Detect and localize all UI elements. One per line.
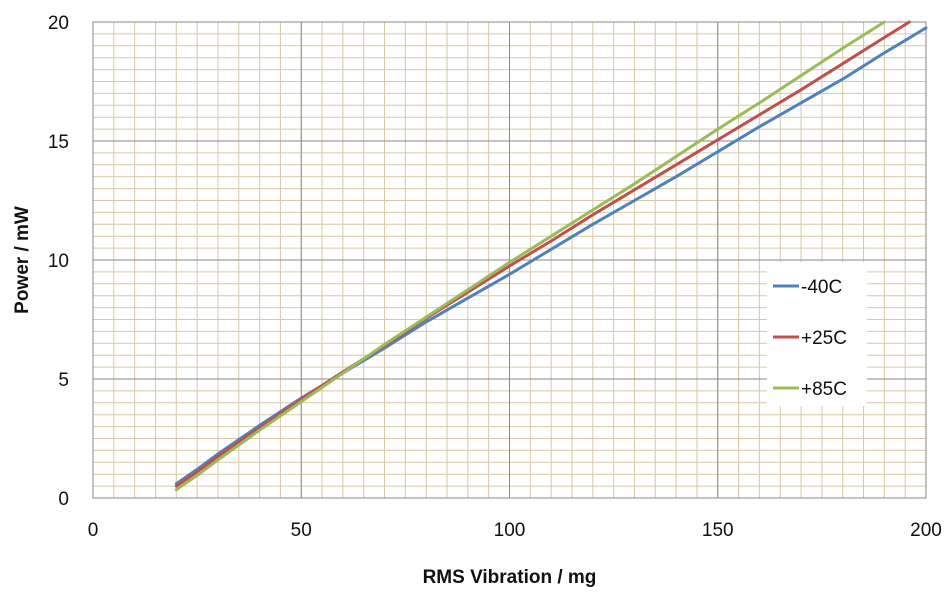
y-tick-label: 10 (48, 251, 69, 272)
plot-area-frame (92, 21, 927, 499)
tick-labels: 0 50 100 150 200 0 5 10 15 20 (48, 13, 942, 541)
y-tick-label: 20 (48, 13, 69, 34)
series-line--40C (174, 26, 928, 486)
y-tick-label: 5 (58, 370, 69, 391)
series-line-+25C (174, 20, 911, 488)
x-tick-label: 50 (291, 520, 312, 541)
legend-label--40C: -40C (801, 277, 842, 298)
series-line-+85C (174, 20, 886, 492)
x-tick-label: 200 (910, 520, 942, 541)
legend-label-+25C: +25C (801, 328, 847, 349)
x-axis-title: RMS Vibration / mg (423, 567, 597, 588)
y-tick-label: 0 (58, 489, 69, 510)
series-layer (174, 20, 928, 492)
x-tick-label: 0 (88, 520, 99, 541)
x-tick-label: 100 (494, 520, 526, 541)
x-tick-label: 150 (702, 520, 734, 541)
y-axis-title: Power / mW (12, 206, 33, 314)
legend: -40C +25C +85C (767, 262, 867, 406)
legend-label-+85C: +85C (801, 379, 847, 400)
y-tick-label: 15 (48, 132, 69, 153)
